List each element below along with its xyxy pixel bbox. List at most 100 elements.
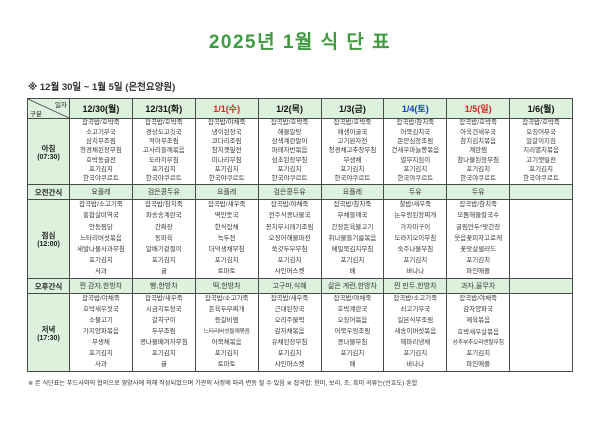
meal-item: 무생채 xyxy=(343,156,362,164)
meal-item: 해파리냉채 xyxy=(400,339,431,347)
meal-item: 샤인머스켓 xyxy=(274,268,305,276)
meal-item: 포기김치 xyxy=(277,257,302,265)
meal-item: 바나나 xyxy=(406,361,425,369)
meal-item: 소불고기 xyxy=(88,317,113,325)
meal-item: 오징어볶음 xyxy=(337,317,368,325)
meal-item: 동파육 xyxy=(154,234,173,242)
meal-item: 무생채 xyxy=(91,339,110,347)
meal-cell: 잡곡밥/소고기죽 홍합살미역국 안동찜닭 느타리버섯볶음 세발나물사과무침 포기김치 사과 xyxy=(69,199,133,279)
meal-cell: 잡곡밥/새우죽 시금치토장국 갈치구이 두부조림 콩나물배겨자무침 포기김치 귤 xyxy=(131,293,196,372)
meal-cell: 잡곡밥/야채죽 감자양파국 제육볶음 호박새우살볶음 상추부추오리엔탈무침 포기김치 파인애… xyxy=(446,293,511,372)
meal-item: 포기김치 xyxy=(277,165,302,173)
meal-item: 호박계란국 xyxy=(337,306,368,314)
meal-item: 경상도고깃국 xyxy=(145,128,182,136)
meal-item: 잡곡밥/참치죽 xyxy=(333,201,372,209)
meal-item: 잡곡밥/소고기죽 xyxy=(393,295,438,303)
meal-item: 시금치토장국 xyxy=(145,306,182,314)
meal-item: 메밀묵김치무침 xyxy=(331,245,374,253)
row-label-pm_snack: 오후간식 xyxy=(27,278,70,294)
meal-cell: 잡곡밥/호박죽 소고기무국 삼치무조림 청경채된장무침 호박동글전 포기김치 한국야쿠르트 xyxy=(69,118,133,185)
meal-cell: 잡곡밥/호박죽 아욱건새우국 참치김치볶음 계란찜 참나물된장무침 포기김치 한국야쿠르트 xyxy=(446,118,511,185)
meal-item: 안동찜닭 xyxy=(88,223,113,231)
meal-cell: 잡곡밥/호박죽 매생이굴국 고기완자전 청경채고추장무침 무생채 포기김치 한국야쿠르트 xyxy=(320,118,385,185)
meal-item: 귤 xyxy=(160,361,167,369)
meal-cell: 찰밥/새우죽 논우렁된장찌개 가자미구이 도라지오이무침 숙주나물무침 포기김치 바나나 xyxy=(383,199,448,279)
menu-table-head: 일자 구분 12/30(월) 12/31(화) 1/1(수) 1/2(목) 1/3(금) 1/… xyxy=(27,98,573,119)
meal-item: 오징어해물파전 xyxy=(268,234,311,242)
corner-label-date: 일자 xyxy=(55,102,67,109)
date-header-row: 일자 구분 12/30(월) 12/31(화) 1/1(수) 1/2(목) 1/3(금) 1/… xyxy=(27,98,573,119)
meal-item: 잡곡밥/참치죽 xyxy=(459,201,498,209)
meal-item: 감자채볶음 xyxy=(274,328,305,336)
meal-item: 잡곡밥/새우죽 xyxy=(144,295,183,303)
meal-item: 파래자반볶음 xyxy=(271,147,308,155)
meal-item: 도라지오이무침 xyxy=(394,234,437,242)
footnote: ※ 본 식단표는 푸드사와의 협의으로 영양사에 의해 작성되었으며 기관의 사… xyxy=(28,380,418,387)
date-header-cell: 1/2(목) xyxy=(257,98,322,119)
meal-item: 떡만둣국 xyxy=(214,212,239,220)
meal-item: 더덕생채무침 xyxy=(208,245,245,253)
meal-item: 모둠해물칼국수 xyxy=(457,212,500,220)
meal-item: 논우렁된장찌개 xyxy=(394,212,437,220)
meal-item: 잡곡밥/호박죽 xyxy=(82,119,120,127)
meal-cell: 잡곡밥/참치죽 모둠해물칼국수 굴림만두*맛간장 웃음꽃피자고로케 꽃맛살샐러드 포기김치… xyxy=(446,199,511,279)
meal-item: 포기김치 xyxy=(466,257,491,265)
meal-item: 사과 xyxy=(94,361,107,369)
meal-item: 건새우마늘쫑볶음 xyxy=(391,147,440,155)
meal-item: 잡곡밥/소고기죽 xyxy=(204,295,249,303)
meal-cell: 잡곡밥/참치죽 파송송계란국 간짜장 동파육 알배기겉절이 포기김치 귤 xyxy=(131,199,196,279)
date-header-cell: 1/4(토) xyxy=(383,98,448,119)
meal-item: 한국야쿠르트 xyxy=(145,175,182,183)
meal-item: 포기김치 xyxy=(340,165,365,173)
meal-item: 소고기무국 xyxy=(85,128,116,136)
meal-item: 참치김치볶음 xyxy=(460,137,497,145)
snack-cell: 두유 xyxy=(383,184,448,200)
meal-item: 꽃맛살샐러드 xyxy=(460,245,497,253)
meal-item: 포기김치 xyxy=(214,257,239,265)
row-label-breakfast: 아침 (07:30) xyxy=(27,118,70,185)
meal-item: 고기완자전 xyxy=(337,137,368,145)
meal-item: 잡곡밥/호박죽 xyxy=(270,119,309,127)
meal-item: 느타리버섯볶음 xyxy=(80,234,122,242)
meal-item: 포기김치 xyxy=(151,165,176,173)
meal-item: 지리멸치볶음 xyxy=(523,147,559,155)
menu-row-am_snack: 오전간식 요플레 검은콩두유 요플레 검은콩두유 요플레 두유 두유 xyxy=(27,184,573,200)
meal-item: 매생이굴국 xyxy=(337,128,368,136)
meal-item: 포기김치 xyxy=(403,257,428,265)
menu-table: 일자 구분 12/30(월) 12/31(화) 1/1(수) 1/2(목) 1/3(금) 1/… xyxy=(27,98,573,372)
date-header-cell: 1/6(월) xyxy=(509,98,573,119)
meal-item: 파인애플 xyxy=(466,268,491,276)
meal-item: 잡곡밥/호박죽 xyxy=(333,119,372,127)
meal-item: 일본식무조림 xyxy=(397,317,434,325)
meal-item: 한국야쿠르트 xyxy=(82,175,119,183)
meal-item: 포기김치 xyxy=(88,350,113,358)
meal-item: 포기김치 xyxy=(403,350,428,358)
meal-item: 포기김치 xyxy=(214,350,239,358)
snack-cell: 요플레 xyxy=(69,184,133,200)
meal-cell: 잡곡밥/참치죽 어묵김치국 돈안심장조림 건새우마늘쫑볶음 열무지짐이 포기김치 한국야쿠르… xyxy=(383,118,448,185)
meal-cell: 잡곡밥/새우죽 근대된장국 오리주물럭 감자채볶음 유채된장무침 포기김치 샤인머스켓 xyxy=(257,293,322,372)
meal-item: 도라지무침 xyxy=(148,156,179,164)
meal-cell: 잡곡밥/소고기죽 돈육두부찌개 등갈비찜 느타리버섯들깨볶음 어묵채볶음 포기김치 토마토 xyxy=(194,293,259,372)
meal-item: 근대된장국 xyxy=(274,306,305,314)
meal-item: 배 xyxy=(349,268,356,276)
meal-item: 해물알탕 xyxy=(277,128,302,136)
meal-item: 한국야쿠르트 xyxy=(460,175,497,183)
meal-item: 돈육두부찌개 xyxy=(208,306,245,314)
meal-item: 포기김치 xyxy=(214,165,239,173)
meal-item: 잡곡밥/참치죽 xyxy=(396,119,435,127)
meal-item: 열무지짐이 xyxy=(400,156,431,164)
meal-item: 한식잡채 xyxy=(214,223,239,231)
snack-cell: 검은콩두유 xyxy=(131,184,196,200)
row-label-dinner: 저녁 (17:30) xyxy=(27,293,70,372)
meal-item: 호박동글전 xyxy=(85,156,116,164)
meal-item: 제육볶음 xyxy=(466,317,491,325)
meal-item: 적어무조림 xyxy=(148,137,179,145)
meal-item: 참치깻잎전 xyxy=(211,147,242,155)
meal-item: 잡곡밥/호박죽 xyxy=(459,119,498,127)
date-header-cell: 1/3(금) xyxy=(320,98,385,119)
corner-cell: 일자 구분 xyxy=(27,98,70,119)
meal-item: 청경채고추장무침 xyxy=(328,147,377,155)
snack-cell: 두유 xyxy=(446,184,511,200)
meal-item: 한국야쿠르트 xyxy=(271,175,308,183)
